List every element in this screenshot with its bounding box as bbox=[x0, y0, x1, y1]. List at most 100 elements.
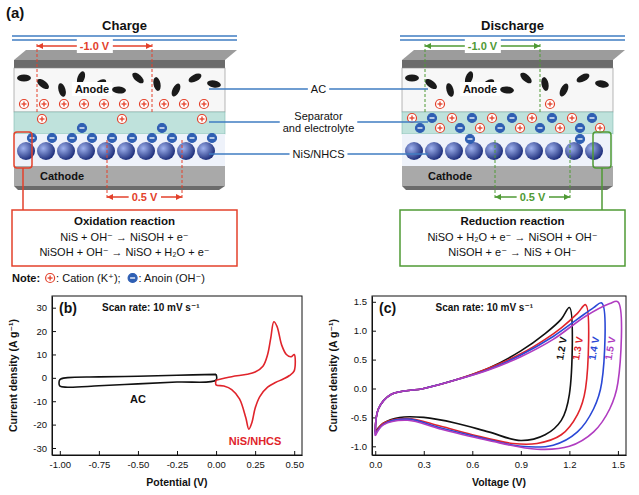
ion-sign bbox=[549, 102, 550, 107]
ion-circle bbox=[546, 100, 555, 109]
y-tick-label: -20 bbox=[33, 419, 47, 430]
dash-guide bbox=[540, 44, 541, 112]
bracket-line bbox=[22, 168, 24, 210]
y-tick-label: 20 bbox=[36, 326, 47, 337]
nis-sphere bbox=[57, 142, 75, 160]
arrow-head bbox=[107, 194, 113, 200]
carbon-particle bbox=[112, 86, 127, 94]
anion bbox=[158, 124, 167, 133]
callout: Separatorand electrolyte bbox=[283, 110, 355, 134]
y-tick: 0 bbox=[42, 372, 56, 383]
carbon-particle bbox=[575, 72, 591, 85]
ion-sign bbox=[510, 117, 515, 118]
cation bbox=[568, 114, 577, 123]
ion-circle bbox=[180, 100, 189, 109]
ion-circle bbox=[108, 134, 117, 143]
note-title: Note: bbox=[12, 272, 40, 284]
y-tick: -0.5 bbox=[351, 412, 376, 423]
anode-material bbox=[402, 68, 613, 112]
x-tick: 0.00 bbox=[207, 451, 226, 470]
x-tick-mark bbox=[424, 451, 425, 455]
carbon-particle bbox=[152, 76, 162, 91]
anode-label: Anode bbox=[75, 83, 109, 95]
y-tick: -20 bbox=[33, 419, 56, 430]
x-tick-label: 0.0 bbox=[369, 459, 382, 470]
reaction-box bbox=[12, 210, 237, 266]
y-tick-mark bbox=[52, 331, 56, 332]
ion-sign bbox=[458, 127, 463, 128]
x-tick-label: 1.2 bbox=[563, 459, 576, 470]
ion-sign bbox=[170, 137, 175, 138]
ion-circle bbox=[416, 124, 425, 133]
y-tick-mark bbox=[372, 360, 376, 361]
anode-plate bbox=[14, 60, 225, 68]
ion-sign bbox=[43, 102, 44, 107]
anion bbox=[576, 124, 585, 133]
nis-sphere bbox=[445, 142, 463, 160]
ion-sign bbox=[470, 117, 475, 118]
anion bbox=[128, 274, 137, 283]
series-label: AC bbox=[130, 393, 146, 405]
x-tick: 0.9 bbox=[515, 451, 528, 470]
x-axis: -1.00-0.75-0.50-0.250.000.250.50 bbox=[49, 451, 303, 470]
ion-circle bbox=[408, 114, 417, 123]
cation bbox=[476, 124, 485, 133]
cation bbox=[448, 114, 457, 123]
arrow-head bbox=[564, 194, 570, 200]
panel: DischargeAnodeCathode-1.0 V0.5 VReductio… bbox=[400, 18, 625, 266]
x-tick: 0.50 bbox=[285, 451, 304, 470]
panel-letter: (b) bbox=[59, 300, 77, 316]
series-line bbox=[216, 322, 296, 430]
annotation: Scan rate: 10 mV s⁻¹ bbox=[436, 302, 534, 313]
x-tick-label: -0.75 bbox=[89, 459, 111, 470]
x-tick-label: 0.9 bbox=[515, 459, 528, 470]
cation bbox=[200, 100, 209, 109]
cathode-material bbox=[402, 134, 613, 166]
panel-title: Charge bbox=[102, 18, 147, 33]
x-tick: 1.5 bbox=[612, 451, 625, 470]
callout-line bbox=[209, 88, 308, 89]
separator bbox=[402, 112, 613, 134]
x-tick-label: -0.50 bbox=[128, 459, 150, 470]
cation bbox=[118, 115, 127, 124]
series-label: 1.4 V bbox=[586, 336, 601, 361]
ion-circle bbox=[456, 124, 465, 133]
ion-circle bbox=[160, 100, 169, 109]
cation bbox=[160, 100, 169, 109]
ion-circle bbox=[118, 115, 127, 124]
x-tick-mark bbox=[472, 451, 473, 455]
dash-guide bbox=[37, 44, 38, 112]
carbon-particle bbox=[594, 79, 609, 88]
ion-sign bbox=[83, 102, 84, 107]
y-axis-title: Current density (A g⁻¹) bbox=[7, 319, 19, 432]
anion bbox=[508, 114, 517, 123]
x-axis: 0.00.30.60.91.21.5 bbox=[369, 451, 626, 470]
ion-sign bbox=[439, 126, 440, 131]
cathode-plate bbox=[402, 166, 613, 186]
note-item: : Cation (K⁺); bbox=[56, 272, 121, 284]
ion-sign bbox=[49, 276, 50, 281]
cathode-plate bbox=[402, 186, 613, 190]
ion-circle bbox=[140, 100, 149, 109]
y-tick-label: 0 bbox=[42, 372, 47, 383]
anion bbox=[128, 134, 137, 143]
anode-plate bbox=[14, 50, 237, 60]
nis-sphere bbox=[425, 142, 443, 160]
x-tick-label: 0.3 bbox=[418, 459, 431, 470]
y-tick-label: 0.5 bbox=[354, 354, 367, 365]
ion-sign bbox=[578, 138, 583, 139]
y-axis: -30-20-100102030 bbox=[33, 297, 56, 456]
y-tick-label: 30 bbox=[36, 302, 47, 313]
anion bbox=[496, 124, 505, 133]
arrow-head bbox=[176, 194, 182, 200]
ion-sign bbox=[63, 102, 64, 107]
y-tick-mark bbox=[372, 331, 376, 332]
label-patch bbox=[517, 190, 549, 204]
carbon-particle bbox=[170, 82, 182, 98]
plot-lines bbox=[59, 322, 295, 430]
ion-circle bbox=[536, 124, 545, 133]
carbon-particle bbox=[500, 86, 515, 94]
title-rule bbox=[400, 35, 625, 37]
anion bbox=[536, 124, 545, 133]
carbon-particle bbox=[57, 82, 68, 97]
